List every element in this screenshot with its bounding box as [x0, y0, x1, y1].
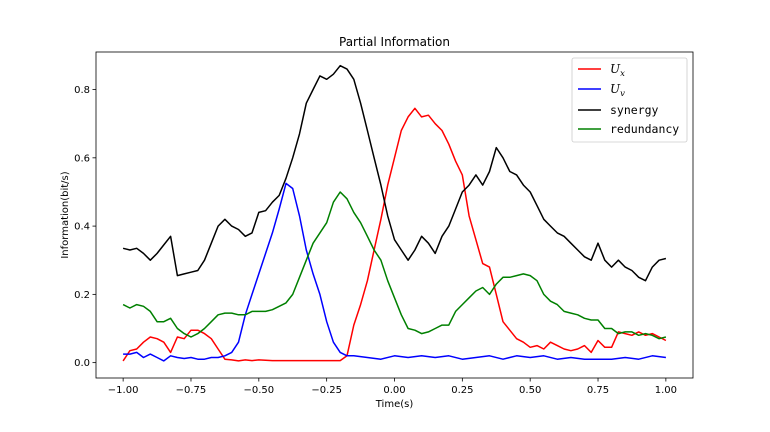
legend-label-redundancy: redundancy: [610, 122, 679, 136]
series-line-uv: [123, 182, 666, 362]
legend-ux-subscript: x: [620, 69, 625, 79]
series-line-ux: [122, 107, 667, 362]
x-tick-label: 0.50: [519, 385, 541, 396]
y-axis: 0.0 0.2 0.4 0.6 0.8: [74, 85, 96, 369]
legend-uv-name: U: [610, 82, 621, 96]
x-tick-label: −0.25: [311, 385, 342, 396]
legend-label-synergy: synergy: [610, 103, 659, 117]
chart-title: Partial Information: [339, 35, 450, 49]
legend-label-ux: Ux: [610, 62, 625, 79]
legend-ux-name: U: [610, 62, 621, 76]
x-axis-label: Time(s): [375, 399, 414, 410]
legend-label-uv: Uv: [610, 82, 625, 99]
y-tick-label: 0.2: [74, 290, 90, 301]
y-tick-label: 0.8: [74, 85, 90, 96]
series-line-redundancy: [122, 191, 667, 340]
x-tick-label: 0.25: [451, 385, 473, 396]
x-tick-label: −1.00: [108, 385, 139, 396]
x-axis: −1.00 −0.75 −0.50 −0.25 0.00 0.25 0.50 0.75 1.00: [108, 378, 677, 396]
series-line-synergy: [122, 64, 667, 282]
y-tick-label: 0.0: [74, 358, 90, 369]
legend-box: [571, 57, 688, 143]
legend: Ux Uv synergy redundancy: [571, 57, 688, 143]
legend-uv-subscript: v: [620, 89, 625, 99]
x-tick-label: 0.00: [383, 385, 405, 396]
x-tick-label: −0.75: [176, 385, 207, 396]
x-tick-label: −0.50: [243, 385, 274, 396]
y-axis-label: Information(bit/s): [60, 171, 71, 258]
x-tick-label: 1.00: [655, 385, 677, 396]
y-tick-label: 0.4: [74, 222, 90, 233]
y-tick-label: 0.6: [74, 153, 90, 164]
x-tick-label: 0.75: [587, 385, 609, 396]
series-layer: [122, 64, 667, 362]
